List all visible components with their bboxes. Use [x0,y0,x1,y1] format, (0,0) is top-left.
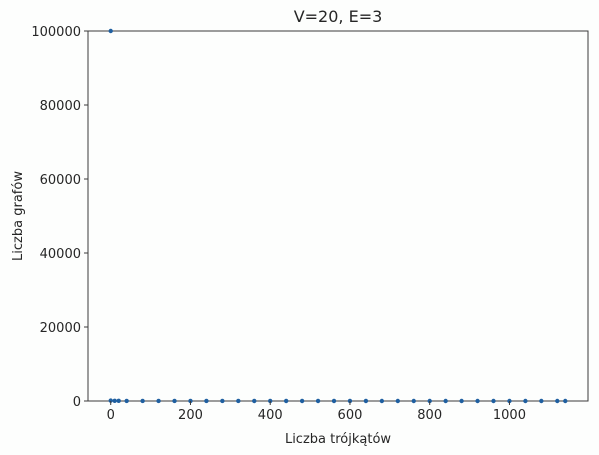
data-point [236,398,241,404]
data-point [112,398,117,403]
data-point [156,398,161,404]
y-tick-label: 40000 [40,247,81,262]
data-point [252,398,257,404]
x-tick-label: 0 [107,408,115,423]
y-axis: 0 20000 40000 60000 80000 100000 [31,25,88,410]
data-point [140,398,145,404]
x-tick-label: 600 [338,408,363,423]
data-point [204,398,209,404]
data-point [459,398,464,404]
plot-area [87,30,589,402]
data-point [188,398,193,404]
x-axis-title: Liczba trójkątów [285,432,391,447]
data-point [379,398,385,404]
data-point [395,398,401,404]
x-tick-label: 400 [258,408,283,423]
data-point [283,398,289,404]
y-tick-label: 20000 [40,321,81,336]
data-point [172,398,177,404]
data-point [475,398,480,404]
data-point [268,398,273,404]
x-axis: 0 200 400 600 800 1000 [107,401,526,423]
y-tick-label: 0 [73,395,81,410]
data-point [491,398,496,404]
y-axis-title: Liczba grafów [11,171,26,261]
data-point [427,398,432,404]
data-point [523,398,528,404]
data-point [299,398,305,404]
data-point [108,28,113,34]
y-tick-label: 60000 [40,173,81,188]
data-point [108,398,113,403]
y-tick-label: 80000 [40,99,81,114]
data-point [220,398,225,404]
data-point [443,398,448,404]
data-point [347,398,353,404]
x-tick-label: 800 [417,408,442,423]
data-point [124,398,129,404]
x-tick-label: 1000 [493,408,526,423]
chart-title: V=20, E=3 [294,7,383,26]
data-point [411,398,416,404]
data-point [331,398,337,404]
y-tick-label: 100000 [31,25,81,40]
data-point [539,398,544,404]
data-point [315,398,321,404]
data-point [116,398,121,404]
data-point [507,398,512,404]
data-marks [108,28,568,404]
data-point [363,398,369,404]
x-tick-label: 200 [178,408,203,423]
data-point [555,398,560,404]
data-point [563,398,568,404]
